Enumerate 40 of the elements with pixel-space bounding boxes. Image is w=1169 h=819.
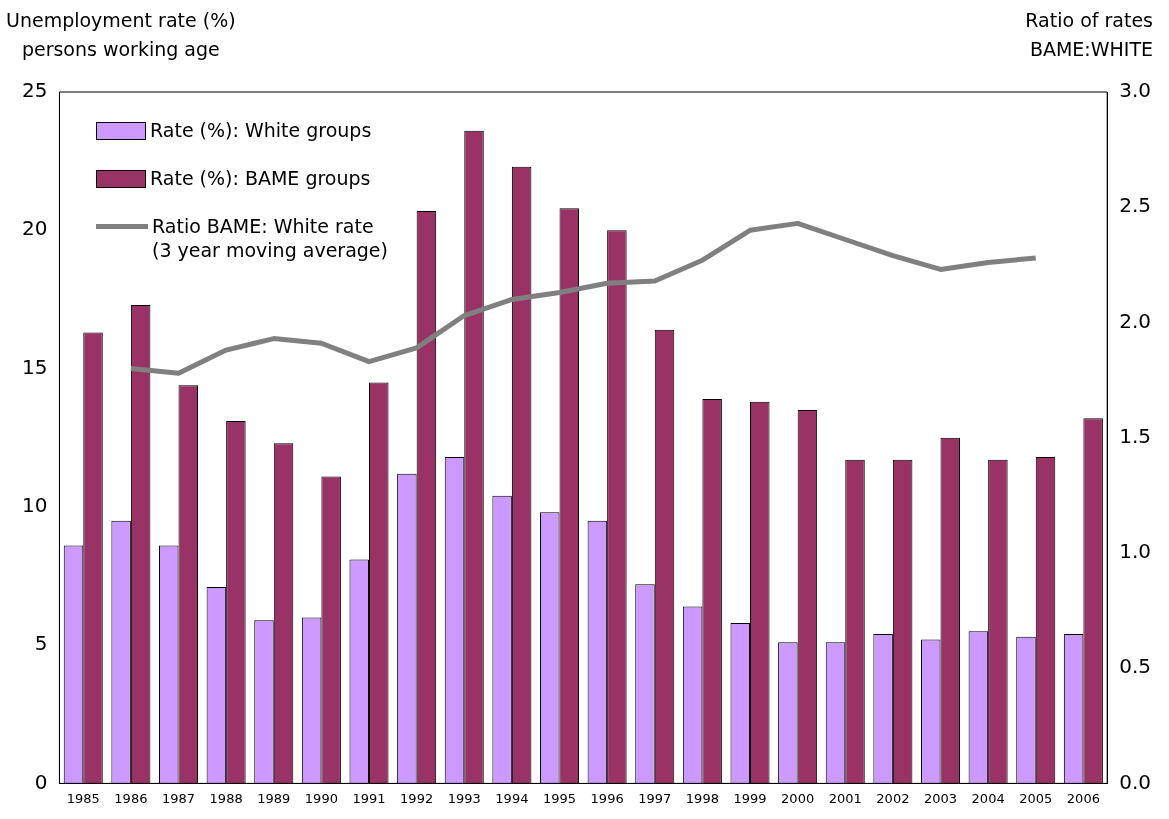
x-tick-label: 2005 [1019, 790, 1053, 806]
x-tick-label: 1995 [542, 790, 577, 806]
x-tick-label: 1987 [161, 790, 196, 806]
y2-tick-label: 2.5 [1119, 193, 1152, 218]
x-tick-label: 2000 [781, 790, 815, 806]
x-tick-label: 1996 [590, 790, 624, 806]
x-tick-label: 2001 [828, 790, 862, 806]
y-tick-label: 15 [22, 354, 48, 379]
x-tick-label: 1999 [733, 790, 767, 806]
x-tick-label: 1990 [304, 790, 338, 806]
y-tick-label: 25 [22, 78, 48, 103]
x-tick-label: 1986 [114, 790, 148, 806]
x-tick-label: 1994 [495, 790, 529, 806]
x-tick-label: 1985 [66, 790, 100, 806]
y-axis-title: Unemployment rate (%) persons working age [6, 8, 236, 62]
y2-tick-label: 0.5 [1119, 654, 1152, 679]
y-tick-label: 20 [22, 216, 48, 241]
x-tick-label: 1991 [352, 790, 386, 806]
x-tick-label: 1989 [257, 790, 291, 806]
y2-tick-label: 2.0 [1119, 308, 1152, 333]
legend-label: Rate (%): BAME groups [150, 166, 371, 190]
y2-axis-title: Ratio of rates BAME:WHITE [1025, 8, 1153, 62]
y-tick-label: 5 [34, 631, 48, 656]
x-tick-label: 1988 [209, 790, 243, 806]
y-tick-label: 0 [34, 769, 48, 794]
y2-tick-label: 1.5 [1119, 423, 1152, 448]
x-tick-label: 2003 [923, 790, 958, 806]
y2-tick-label: 0.0 [1119, 769, 1152, 794]
x-tick-label: 1998 [685, 790, 719, 806]
x-tick-label: 2002 [876, 790, 910, 806]
x-tick-label: 1992 [400, 790, 434, 806]
x-tick-label: 1993 [447, 790, 481, 806]
x-tick-label: 2004 [971, 790, 1005, 806]
legend-label: Rate (%): White groups [150, 118, 372, 142]
x-tick-label: 1997 [638, 790, 672, 806]
legend-label: Ratio BAME: White rate (3 year moving average) [152, 214, 388, 262]
y2-tick-label: 3.0 [1119, 78, 1152, 103]
x-tick-label: 2006 [1066, 790, 1100, 806]
y2-tick-label: 1.0 [1119, 539, 1152, 564]
y-tick-label: 10 [22, 493, 48, 518]
